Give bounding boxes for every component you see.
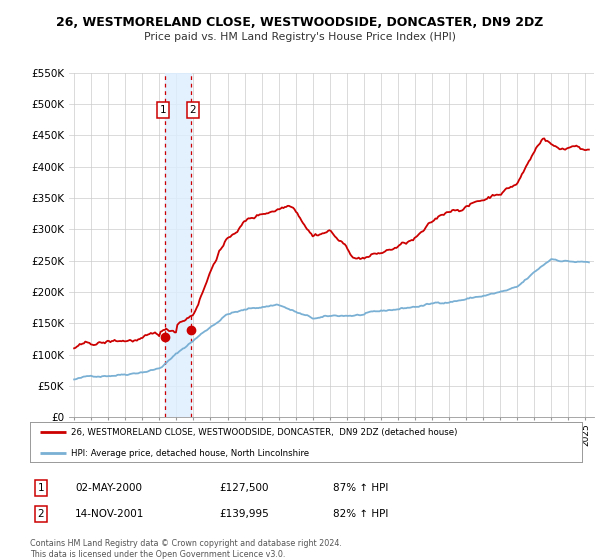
Text: Contains HM Land Registry data © Crown copyright and database right 2024.
This d: Contains HM Land Registry data © Crown c… (30, 539, 342, 559)
Text: HPI: Average price, detached house, North Lincolnshire: HPI: Average price, detached house, Nort… (71, 449, 310, 458)
Text: 82% ↑ HPI: 82% ↑ HPI (333, 509, 388, 519)
Text: Price paid vs. HM Land Registry's House Price Index (HPI): Price paid vs. HM Land Registry's House … (144, 32, 456, 42)
Text: 26, WESTMORELAND CLOSE, WESTWOODSIDE, DONCASTER, DN9 2DZ: 26, WESTMORELAND CLOSE, WESTWOODSIDE, DO… (56, 16, 544, 29)
Text: 26, WESTMORELAND CLOSE, WESTWOODSIDE, DONCASTER,  DN9 2DZ (detached house): 26, WESTMORELAND CLOSE, WESTWOODSIDE, DO… (71, 428, 458, 437)
Bar (165, 73, 191, 417)
Text: £139,995: £139,995 (219, 509, 269, 519)
Text: 2: 2 (37, 509, 44, 519)
Text: 2: 2 (190, 105, 196, 115)
Text: 1: 1 (37, 483, 44, 493)
Text: 87% ↑ HPI: 87% ↑ HPI (333, 483, 388, 493)
Text: 1: 1 (160, 105, 167, 115)
Text: £127,500: £127,500 (219, 483, 269, 493)
Text: 02-MAY-2000: 02-MAY-2000 (75, 483, 142, 493)
Text: 14-NOV-2001: 14-NOV-2001 (75, 509, 145, 519)
